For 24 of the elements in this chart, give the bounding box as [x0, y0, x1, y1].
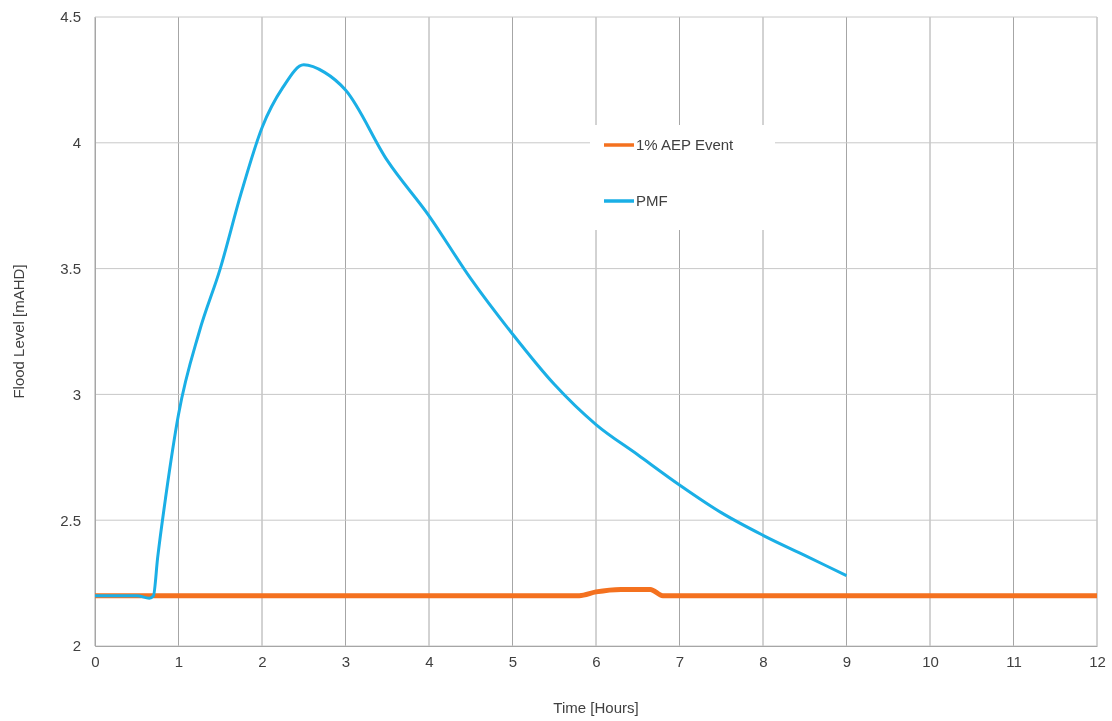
x-tick-label: 8	[759, 652, 768, 670]
y-axis-title: Flood Level [mAHD]	[10, 264, 27, 399]
x-axis-title: Time [Hours]	[553, 699, 639, 716]
y-tick-label: 4	[72, 134, 81, 152]
x-tick-label: 6	[592, 652, 601, 670]
y-tick-label: 2.5	[60, 511, 81, 529]
x-tick-label: 4	[425, 652, 434, 670]
x-tick-label: 11	[1006, 652, 1022, 670]
x-tick-label: 1	[174, 652, 184, 670]
x-tick-label: 2	[258, 652, 267, 670]
x-tick-label: 7	[675, 652, 685, 670]
x-tick-label: 0	[91, 652, 100, 670]
legend-label: 1% AEP Event	[636, 136, 735, 153]
y-tick-label: 3.5	[60, 259, 81, 277]
x-tick-label: 10	[922, 652, 939, 670]
y-tick-label: 4.5	[60, 8, 81, 26]
x-tick-label: 12	[1089, 652, 1106, 670]
x-tick-label: 9	[842, 652, 852, 670]
x-tick-label: 3	[341, 652, 351, 670]
x-tick-label: 5	[508, 652, 518, 670]
legend-label: PMF	[636, 192, 668, 209]
y-tick-label: 3	[72, 385, 81, 403]
line-series	[93, 63, 848, 600]
y-tick-label: 2	[72, 637, 81, 655]
